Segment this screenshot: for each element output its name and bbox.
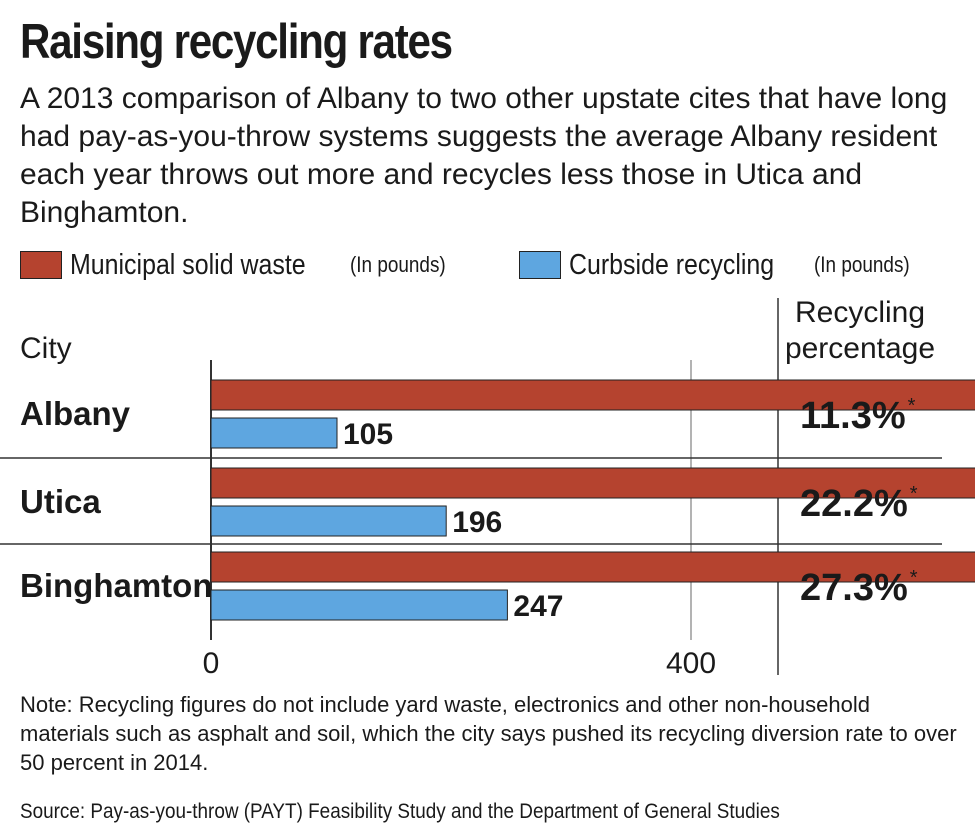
city-label-albany: Albany	[20, 395, 131, 432]
chart-source: Source: Pay-as-you-throw (PAYT) Feasibil…	[20, 800, 780, 823]
legend-swatch-recycling	[519, 251, 561, 279]
bar-recycling-albany	[210, 417, 338, 449]
percentage-value-binghamton: 27.3%	[800, 567, 908, 609]
chart-subtitle: A 2013 comparison of Albany to two other…	[20, 82, 948, 229]
category-header: City	[20, 332, 72, 365]
percentage-value-albany: 11.3%	[800, 395, 906, 437]
value-label: 196	[452, 506, 502, 539]
city-label-binghamton: Binghamton	[20, 567, 212, 604]
percentage-header: percentage	[785, 332, 935, 365]
chart-title: Raising recycling rates	[20, 15, 453, 69]
bar-chart: CityRecyclingpercentageAlbany82610511.3%…	[0, 296, 975, 680]
bar-waste-albany	[210, 379, 975, 411]
bar-waste-binghamton	[210, 551, 975, 583]
legend-item-waste: Municipal solid waste (In pounds)	[20, 249, 461, 281]
legend-label-waste: Municipal solid waste	[70, 248, 306, 281]
percentage-value-utica: 22.2%	[800, 483, 908, 525]
x-tick-label-0: 0	[203, 647, 220, 680]
legend-unit-recycling: (In pounds)	[813, 252, 910, 277]
asterisk-marker: *	[910, 567, 918, 589]
bar-waste-utica	[210, 467, 975, 499]
value-label: 105	[343, 418, 393, 451]
legend-label-recycling: Curbside recycling	[569, 248, 775, 281]
legend-unit-waste: (In pounds)	[350, 252, 446, 277]
x-tick-label-400: 400	[666, 647, 716, 680]
value-label: 247	[513, 590, 563, 623]
city-label-utica: Utica	[20, 483, 101, 520]
asterisk-marker: *	[908, 395, 916, 417]
legend-item-recycling: Curbside recycling (In pounds)	[519, 249, 925, 281]
bar-recycling-binghamton	[210, 589, 508, 621]
bar-recycling-utica	[210, 505, 447, 537]
percentage-header: Recycling	[795, 296, 925, 329]
asterisk-marker: *	[910, 483, 918, 505]
chart-note: Note: Recycling figures do not include y…	[20, 692, 957, 775]
legend-swatch-waste	[20, 251, 62, 279]
